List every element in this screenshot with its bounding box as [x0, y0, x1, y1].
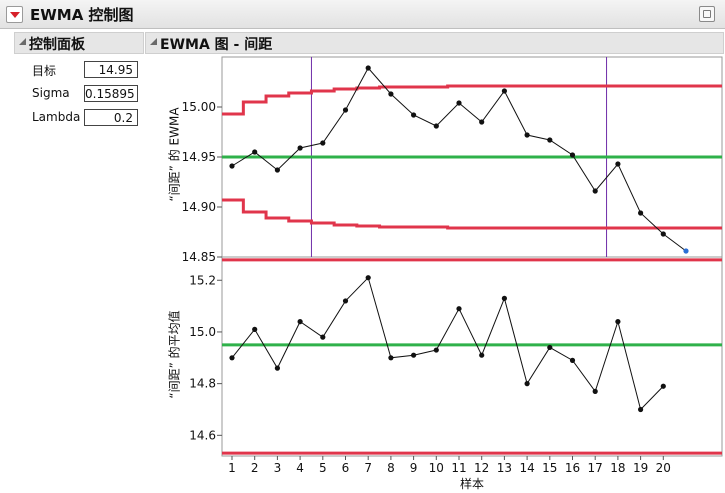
ewma-point [365, 65, 371, 71]
x-tick-label: 14 [519, 461, 534, 475]
sigma-label: Sigma [32, 86, 70, 100]
control-panel-title: 控制面板 [29, 37, 85, 53]
ewma-point [638, 210, 644, 216]
x-tick-label: 10 [429, 461, 444, 475]
x-tick-label: 2 [251, 461, 259, 475]
mean-point [479, 352, 485, 358]
ewma-point [615, 161, 621, 167]
mean-point [274, 365, 280, 371]
title-bar: EWMA 控制图 [0, 0, 725, 29]
mean-point [547, 344, 553, 351]
x-tick-label: 3 [274, 461, 282, 475]
mean-point [229, 355, 235, 361]
chart-panel-title: EWMA 图 - 间距 [160, 37, 273, 53]
target-field[interactable]: 14.95 [84, 61, 138, 78]
ewma-point [433, 123, 439, 129]
y-tick-label: 15.2 [189, 273, 216, 287]
disclosure-menu-icon[interactable] [6, 6, 23, 23]
ewma-point [411, 112, 417, 118]
ewma-point [229, 163, 235, 169]
mean-series-line [231, 276, 664, 411]
mean-point [501, 295, 507, 301]
x-tick-label: 20 [656, 461, 671, 475]
mean-point [342, 298, 349, 304]
y-tick-label: 14.8 [189, 377, 216, 391]
mean-point [524, 381, 530, 387]
mean-point [638, 406, 644, 413]
report-title: EWMA 控制图 [30, 6, 134, 24]
mean-point [252, 326, 258, 332]
ewma-lcl-line [222, 198, 722, 230]
lambda-field[interactable]: 0.2 [84, 109, 138, 126]
ewma-point [660, 231, 666, 237]
collapse-triangle-icon[interactable] [19, 38, 26, 45]
mean-point [320, 334, 326, 340]
x-tick-label: 12 [474, 461, 489, 475]
ewma-point [297, 145, 303, 151]
ewma-ucl-line [222, 84, 722, 116]
ewma-point [388, 91, 394, 97]
mean-plot-frame [221, 256, 723, 457]
mean-point [592, 388, 598, 394]
chart-panel-header[interactable]: EWMA 图 - 间距 [145, 32, 724, 54]
x-tick-label: 4 [296, 461, 304, 475]
mean-point [297, 319, 303, 325]
window-restore-icon[interactable] [699, 6, 715, 22]
collapse-triangle-icon[interactable] [150, 38, 157, 45]
ewma-point [524, 132, 530, 138]
mean-point [411, 352, 417, 358]
ewma-point [252, 149, 258, 155]
ewma-point [479, 119, 485, 125]
x-axis-label: 样本 [460, 476, 484, 491]
ewma-point [320, 140, 326, 146]
mean-point [660, 383, 666, 389]
x-tick-label: 5 [319, 461, 327, 475]
mean-point [365, 275, 371, 281]
x-tick-label: 11 [451, 461, 466, 475]
mean-point [615, 319, 621, 325]
y-tick-label: 14.90 [182, 200, 216, 214]
y-tick-label: 15.0 [189, 325, 216, 339]
x-tick-label: 6 [342, 461, 350, 475]
x-tick-label: 7 [364, 461, 372, 475]
y-tick-label: 14.95 [182, 150, 216, 164]
x-tick-label: 16 [565, 461, 580, 475]
ewma-point [342, 107, 349, 113]
x-tick-label: 17 [588, 461, 603, 475]
ewma-point [501, 88, 507, 94]
ewma-point [683, 248, 689, 254]
ewma-point [456, 100, 462, 106]
x-tick-label: 9 [410, 461, 418, 475]
ewma-point [569, 152, 576, 158]
y-tick-label: 14.6 [189, 428, 216, 442]
sigma-field[interactable]: 0.15895 [84, 85, 138, 102]
mean-point [433, 347, 439, 353]
mean-point [456, 306, 462, 312]
x-tick-label: 8 [387, 461, 395, 475]
y-tick-label: 14.85 [182, 250, 216, 264]
x-tick-label: 13 [497, 461, 512, 475]
x-tick-label: 19 [633, 461, 648, 475]
target-label: 目标 [32, 64, 57, 78]
y-tick-label: 15.00 [182, 100, 216, 114]
ewma-point [274, 167, 280, 173]
ewma-point [592, 188, 598, 194]
x-tick-label: 18 [610, 461, 625, 475]
ewma-point [547, 137, 553, 143]
mean-point [388, 355, 394, 361]
lambda-label: Lambda [32, 110, 81, 124]
mean-point [569, 357, 576, 363]
x-tick-label: 1 [228, 461, 236, 475]
x-tick-label: 15 [542, 461, 557, 475]
control-panel-header[interactable]: 控制面板 [14, 32, 144, 54]
